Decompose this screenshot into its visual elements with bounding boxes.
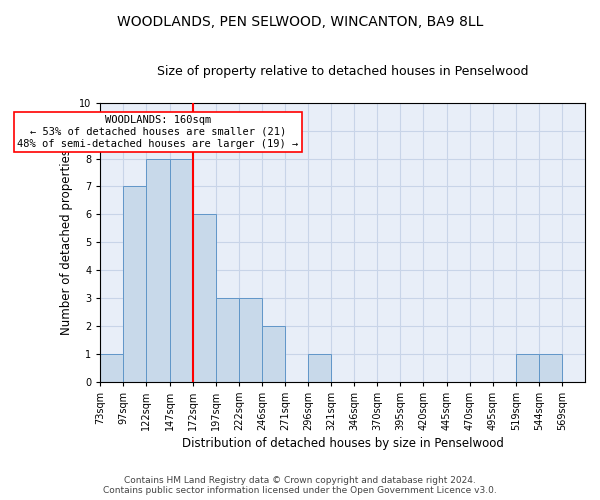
Bar [516, 354, 539, 382]
Bar [215, 298, 239, 382]
Y-axis label: Number of detached properties: Number of detached properties [61, 149, 73, 335]
Text: WOODLANDS, PEN SELWOOD, WINCANTON, BA9 8LL: WOODLANDS, PEN SELWOOD, WINCANTON, BA9 8… [117, 15, 483, 29]
Bar [146, 158, 170, 382]
Bar [539, 354, 562, 382]
X-axis label: Distribution of detached houses by size in Penselwood: Distribution of detached houses by size … [182, 437, 503, 450]
Bar [262, 326, 285, 382]
Bar [100, 354, 124, 382]
Bar [124, 186, 146, 382]
Bar [308, 354, 331, 382]
Text: Contains HM Land Registry data © Crown copyright and database right 2024.
Contai: Contains HM Land Registry data © Crown c… [103, 476, 497, 495]
Title: Size of property relative to detached houses in Penselwood: Size of property relative to detached ho… [157, 65, 529, 78]
Bar [193, 214, 215, 382]
Text: WOODLANDS: 160sqm
← 53% of detached houses are smaller (21)
48% of semi-detached: WOODLANDS: 160sqm ← 53% of detached hous… [17, 116, 299, 148]
Bar [170, 158, 193, 382]
Bar [239, 298, 262, 382]
